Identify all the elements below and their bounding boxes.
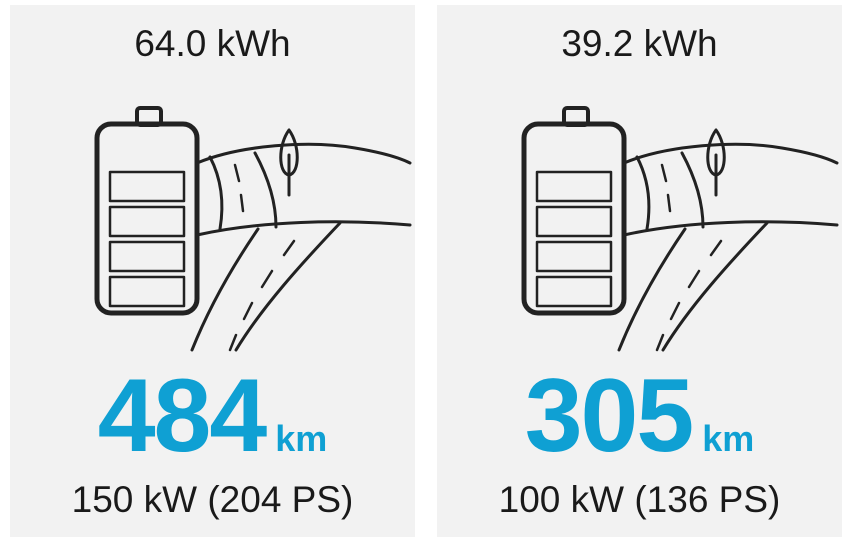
card: 64.0 kWh 484 km 150 kW (204 PS) bbox=[10, 5, 415, 537]
range-unit: km bbox=[702, 418, 754, 460]
range: 484 km bbox=[10, 357, 415, 476]
range-value: 305 bbox=[525, 357, 693, 476]
power: 100 kW (136 PS) bbox=[437, 479, 842, 521]
card: 39.2 kWh 305 km 100 kW (136 PS) bbox=[437, 5, 842, 537]
range-unit: km bbox=[275, 418, 327, 460]
power: 150 kW (204 PS) bbox=[10, 479, 415, 521]
page: 64.0 kWh 484 km 150 kW (204 PS) 39.2 kWh… bbox=[0, 0, 851, 542]
range: 305 km bbox=[437, 357, 842, 476]
battery-capacity: 39.2 kWh bbox=[437, 23, 842, 65]
range-value: 484 bbox=[98, 357, 266, 476]
battery-capacity: 64.0 kWh bbox=[10, 23, 415, 65]
